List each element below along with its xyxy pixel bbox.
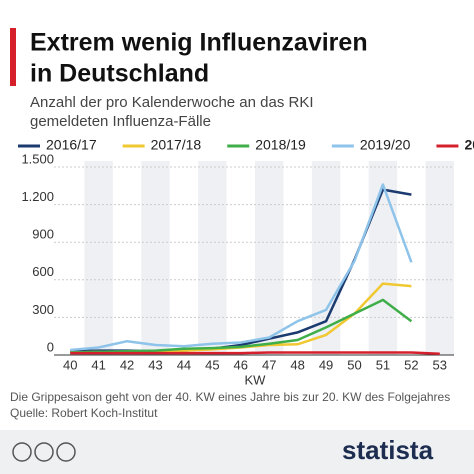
x-tick-label: 42 [120,357,134,372]
series-line [70,298,413,354]
x-tick-label: 52 [404,357,418,372]
x-tick-label: 50 [347,357,361,372]
x-axis-label: KW [245,372,267,387]
x-tick-label: 45 [205,357,219,372]
x-tick-label: 40 [63,357,77,372]
x-tick-label: 48 [290,357,304,372]
x-tick-label: 47 [262,357,276,372]
y-tick-label: 600 [32,264,54,279]
accent-bar [10,28,16,86]
legend-label: 2016/17 [46,137,97,153]
column-shade [425,161,454,355]
y-tick-label: 1.200 [21,189,54,204]
source: Quelle: Robert Koch-Institut [10,406,158,420]
x-tick-label: 41 [91,357,105,372]
logo: statista [342,435,434,465]
chart-title-line: in Deutschland [30,60,209,88]
subtitle-line: Anzahl der pro Kalenderwoche an das RKI [30,94,314,111]
y-tick-label: 300 [32,302,54,317]
column-shade [141,161,170,355]
x-tick-label: 43 [148,357,162,372]
legend-label: 2019/20 [360,137,411,153]
x-tick-label: 46 [234,357,248,372]
x-tick-label: 44 [177,357,191,372]
y-tick-label: 1.500 [21,151,54,166]
series-line [70,351,440,355]
series-line [70,188,412,353]
column-shade [368,161,398,355]
license-icons [12,442,76,462]
y-tick-label: 0 [47,339,54,354]
legend-label: 2018/19 [255,137,306,153]
subtitle-line: gemeldeten Influenza-Fälle [30,113,211,130]
footer-bar [0,430,474,474]
y-tick-label: 900 [32,227,54,242]
column-shade [198,161,227,355]
x-tick-label: 53 [433,357,447,372]
x-tick-label: 51 [376,357,390,372]
column-shade [84,161,113,355]
chart-title-line: Extrem wenig Influenzaviren [30,29,368,57]
legend-label: 2020/21 [464,137,474,153]
footnote: Die Grippesaison geht von der 40. KW ein… [10,390,450,404]
series-line [70,183,413,352]
column-shade [255,161,284,355]
legend-label: 2017/18 [151,137,202,153]
x-tick-label: 49 [319,357,333,372]
